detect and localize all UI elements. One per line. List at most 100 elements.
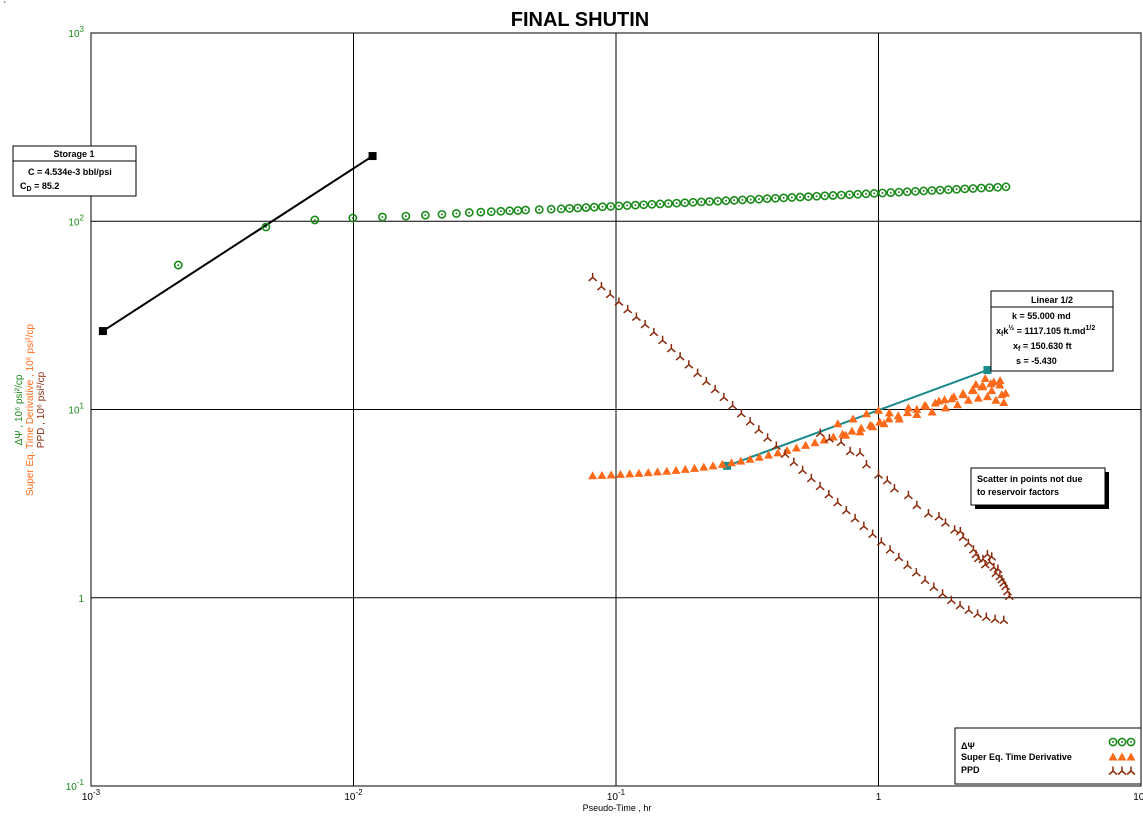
marker-arm [989,566,995,572]
linear-box-xf: xf = 150.630 ft [1013,341,1072,353]
delta-psi-point [968,184,978,193]
marker-arm [927,513,933,518]
marker-arm [938,593,944,598]
derivative-point [958,390,968,399]
marker-arm [964,609,970,615]
scatter-note-frame [970,467,1106,506]
delta-psi-point [812,191,822,201]
ppd-point [973,609,983,619]
ppd-point [987,552,997,561]
x-axis-label: Pseudo-Time , hr [583,803,652,813]
delta-psi-point [420,210,430,220]
linear-box[interactable]: Linear 1/2 k = 55.000 md xfk½ = 1117.105… [990,290,1114,372]
legend-frame [954,727,1142,785]
storage-box[interactable]: Storage 1 C = 4.534e-3 bbl/psi CD = 85.2 [12,145,137,197]
delta-psi-point [310,215,320,225]
derivative-point [588,471,598,480]
marker-ring [919,186,929,196]
marker-dot [873,192,876,195]
derivative-point [912,410,922,419]
marker-arm [994,618,1000,624]
marker-dot [538,208,541,211]
derivative-point [920,401,930,410]
storage-fit-endpoint [98,327,107,336]
marker-arm [859,452,865,457]
derivative-point [971,379,981,388]
marker-dot [807,195,810,198]
marker-dot [832,194,835,197]
derivative-point [903,403,913,412]
marker-arm [995,575,1001,581]
ppd-point [815,481,825,491]
marker-dot [642,203,645,206]
marker-dot [716,200,719,203]
marker-ring [1126,737,1136,747]
marker-arm [1002,590,1008,596]
marker-arm [854,517,860,523]
delta-psi-point [401,211,411,221]
delta-psi-point [754,194,764,204]
marker-arm [885,549,891,554]
marker-arm [815,432,821,438]
derivative-point [997,390,1007,399]
marker-ring [437,209,447,219]
marker-ring [688,197,698,207]
delta-psi-point [927,186,937,195]
marker-arm [868,533,874,539]
marker-ring [845,190,854,200]
grid [91,33,1141,786]
delta-psi-point [655,199,665,209]
derivative-point [819,435,829,444]
marker-dot [675,202,678,205]
derivative-point [745,454,755,463]
x-tick-label: 101 [1133,788,1143,803]
derivative-point [828,432,838,441]
delta-psi-point [935,185,945,195]
ppd-point [1002,586,1012,596]
legend-marker-ppd [1108,766,1118,776]
marker-ring [505,206,515,216]
marker-arm [1126,770,1132,776]
derivative-point [912,404,922,413]
derivative-point [980,374,990,383]
marker-ring [754,194,764,204]
marker-arm [1130,770,1136,776]
marker-ring [573,203,583,213]
ppd-point [981,612,991,622]
marker-dot [568,207,571,210]
marker-arm [967,542,973,548]
marker-ring [993,182,1003,192]
marker-arm [968,549,974,554]
legend-markers [1108,737,1136,776]
delta-psi-point [787,193,797,202]
marker-dot [455,212,458,215]
marker-ring [476,207,486,217]
ppd-point [649,327,659,337]
delta-psi-point [581,203,591,212]
ppd-point [903,490,913,500]
ppd-point [736,409,746,418]
marker-ring [985,183,994,193]
marker-arm [635,316,641,322]
marker-arm [640,323,646,329]
marker-dot [914,190,917,193]
marker-arm [980,564,986,569]
marker-arm [627,308,633,314]
marker-dot [560,207,563,210]
marker-arm [631,316,637,322]
ppd-point [640,319,650,329]
marker-arm [819,485,825,491]
y-tick-label: 10-1 [66,778,85,793]
marker-arm [915,572,921,577]
ppd-point [701,376,711,386]
scatter-note[interactable]: Scatter in points not due to reservoir f… [970,467,1109,509]
legend-marker-delta-psi [1117,737,1127,747]
ppd-point [958,532,968,542]
y-tick-label: 103 [68,25,84,40]
legend-label-ppd: PPD [961,765,980,775]
marker-dot [980,187,983,190]
ppd-point [955,600,965,610]
delta-psi-point [688,197,698,207]
marker-dot [468,211,471,214]
plot-frame [90,32,1142,787]
